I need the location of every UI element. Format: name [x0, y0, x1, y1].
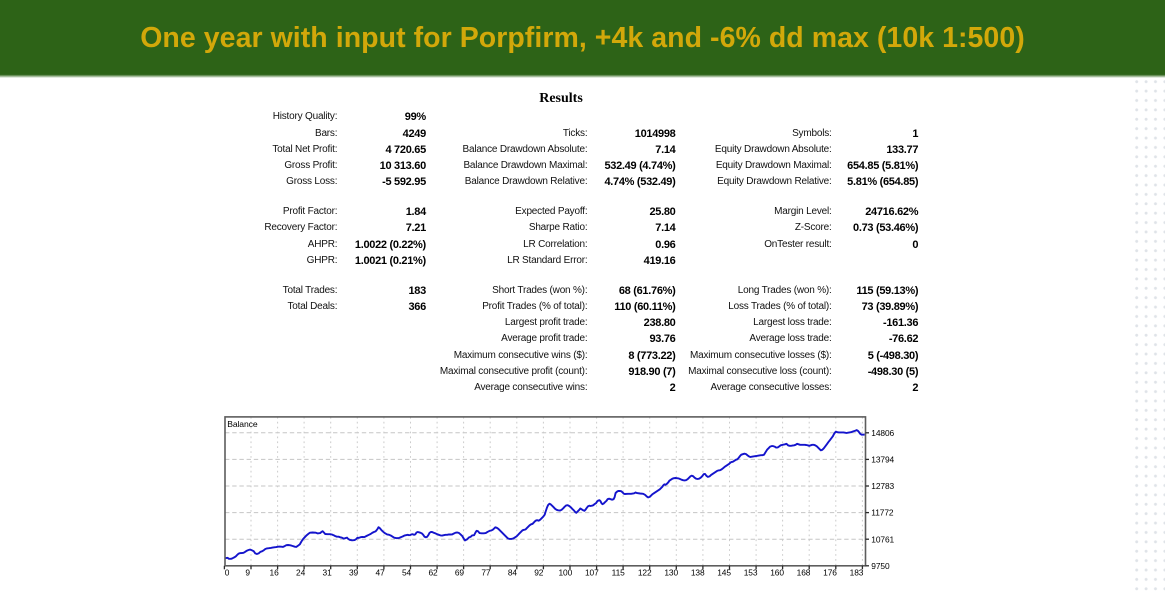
svg-text:145: 145 — [717, 568, 731, 578]
svg-text:24: 24 — [296, 568, 306, 578]
svg-text:92: 92 — [534, 568, 544, 578]
svg-text:16: 16 — [270, 568, 280, 578]
svg-text:130: 130 — [664, 568, 678, 578]
svg-text:Balance: Balance — [227, 419, 258, 429]
svg-text:69: 69 — [455, 568, 465, 578]
svg-text:100: 100 — [558, 568, 572, 578]
svg-text:115: 115 — [612, 568, 625, 578]
svg-text:39: 39 — [349, 568, 359, 578]
svg-text:168: 168 — [797, 568, 811, 578]
svg-text:54: 54 — [402, 568, 412, 578]
svg-text:0: 0 — [225, 568, 230, 578]
svg-text:84: 84 — [508, 568, 518, 578]
svg-text:31: 31 — [323, 568, 333, 578]
svg-text:62: 62 — [428, 568, 438, 578]
svg-text:11772: 11772 — [871, 508, 894, 518]
svg-text:160: 160 — [770, 568, 784, 578]
svg-text:9750: 9750 — [871, 561, 890, 571]
svg-text:9: 9 — [245, 568, 250, 578]
svg-text:153: 153 — [744, 568, 758, 578]
svg-text:13794: 13794 — [871, 455, 894, 465]
svg-text:122: 122 — [638, 568, 652, 578]
svg-text:183: 183 — [850, 568, 864, 578]
svg-text:10761: 10761 — [871, 534, 894, 544]
svg-text:12783: 12783 — [871, 481, 894, 491]
svg-text:107: 107 — [585, 568, 599, 578]
svg-text:138: 138 — [691, 568, 705, 578]
svg-text:77: 77 — [481, 568, 491, 578]
svg-text:176: 176 — [823, 568, 837, 578]
svg-text:14806: 14806 — [871, 428, 894, 438]
svg-text:47: 47 — [375, 568, 385, 578]
